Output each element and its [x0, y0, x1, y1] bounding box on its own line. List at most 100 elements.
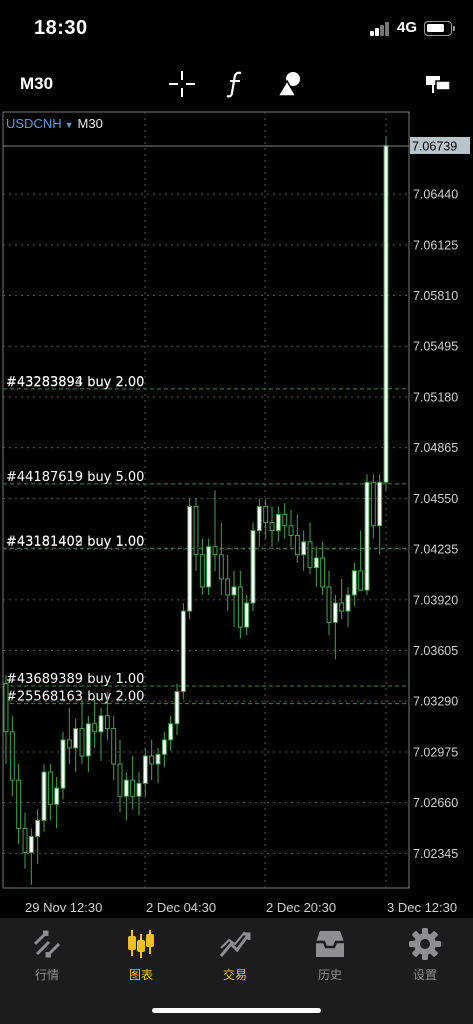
candle-bear — [199, 554, 205, 588]
candle-bear — [307, 541, 313, 569]
trade-trend-icon — [219, 931, 251, 957]
price-axis-label: 7.05180 — [413, 390, 458, 404]
time-axis-label: 2 Dec 20:30 — [266, 900, 336, 915]
tab-trade-label: 交易 — [222, 968, 247, 982]
order-label: #43283894 buy 2.00 — [6, 375, 144, 390]
candle-bull — [136, 782, 142, 797]
candle-bull — [345, 594, 351, 612]
candle-bull — [231, 586, 237, 596]
candle-bull — [60, 739, 66, 789]
price-axis-label: 7.03605 — [413, 644, 458, 658]
candle-bear — [3, 683, 9, 733]
price-axis-label: 7.06125 — [413, 238, 458, 252]
symbol-name[interactable]: USDCNH — [6, 116, 62, 131]
candle-bear — [263, 505, 269, 524]
candle-bull — [41, 771, 47, 821]
candle-bull — [250, 530, 256, 604]
candle-bull — [377, 481, 383, 527]
tab-quotes[interactable]: 行情 — [0, 926, 94, 983]
price-axis-label: 7.05495 — [413, 340, 458, 354]
chart-toolbar: M30 — [0, 62, 473, 108]
candle-bear — [294, 534, 300, 556]
time-axis-label: 2 Dec 04:30 — [146, 900, 216, 915]
time-axis-label: 3 Dec 12:30 — [387, 900, 457, 915]
chart-symbol-label: USDCNH ▼ M30 — [6, 116, 103, 131]
candle-bear — [237, 586, 243, 628]
tab-settings[interactable]: 设置 — [378, 926, 472, 983]
price-axis-label: 7.03920 — [413, 593, 458, 607]
candle-bull — [351, 570, 357, 596]
candle-bear — [92, 723, 98, 733]
crosshair-icon[interactable] — [166, 68, 198, 100]
network-type: 4G — [397, 19, 418, 36]
candle-bear — [339, 602, 345, 612]
candle-bull — [187, 505, 193, 612]
tab-settings-label: 设置 — [412, 968, 437, 982]
current-price-label: 7.06739 — [412, 139, 457, 153]
order-label: #43689389 buy 1.00 — [6, 672, 144, 687]
candle-bear — [9, 731, 15, 781]
inbox-icon — [316, 931, 344, 957]
candle-bull — [332, 602, 338, 623]
tab-history[interactable]: 历史 — [283, 926, 377, 983]
candle-bull — [168, 723, 174, 741]
order-label-overlay: #43181409 buy 1.00 — [6, 535, 144, 550]
window-icon[interactable] — [422, 68, 454, 100]
chart-frame — [2, 111, 410, 889]
candle-bear — [22, 827, 28, 854]
function-icon[interactable] — [220, 68, 252, 100]
candlestick-icon — [128, 930, 154, 958]
candle-bull — [85, 723, 91, 757]
price-axis-label: 7.05810 — [413, 289, 458, 303]
tab-trade[interactable]: 交易 — [188, 926, 282, 983]
candle-bull — [155, 753, 161, 765]
candle-bull — [180, 610, 186, 693]
objects-icon[interactable] — [274, 68, 306, 100]
price-axis-label: 7.02975 — [413, 745, 458, 759]
tab-history-label: 历史 — [317, 968, 342, 982]
candle-bull — [142, 755, 148, 784]
battery-icon — [424, 21, 455, 36]
status-bar: 18:30 4G — [0, 0, 473, 60]
candle-bull — [301, 541, 307, 556]
candle-bear — [225, 578, 231, 596]
candle-bear — [47, 771, 53, 805]
candle-bull — [123, 779, 129, 797]
candle-bear — [149, 755, 155, 765]
price-axis-label: 7.06440 — [413, 188, 458, 202]
price-chart[interactable]: 7.06440 7.06125 7.05810 7.05495 7.05180 7.048… — [0, 110, 473, 918]
candle-bear — [66, 739, 72, 749]
symbol-dropdown-icon[interactable]: ▼ — [64, 120, 74, 130]
order-label: #44187619 buy 5.00 — [6, 470, 144, 485]
chart-canvas[interactable]: 7.06440 7.06125 7.05810 7.05495 7.05180 7.048… — [0, 110, 473, 918]
status-time: 18:30 — [34, 17, 88, 39]
candle-bear — [79, 728, 85, 757]
candle-bull — [275, 513, 281, 532]
candle-bull — [313, 557, 319, 569]
bottom-tab-bar: 行情 图表 交易 历史 — [0, 918, 473, 1024]
candle-bear — [326, 586, 332, 623]
candle-bear — [218, 554, 224, 580]
order-label: #25568163 buy 2.00 — [6, 690, 144, 705]
timeframe-button[interactable]: M30 — [20, 74, 54, 93]
price-axis-label: 7.04550 — [413, 492, 458, 506]
candle-bull — [28, 835, 34, 854]
tab-chart[interactable]: 图表 — [94, 926, 188, 983]
candle-bull — [98, 715, 104, 733]
candle-bear — [282, 513, 288, 527]
price-axis-label: 7.02345 — [413, 847, 458, 861]
candle-bear — [111, 728, 117, 765]
candle-bull — [174, 691, 180, 725]
candle-bull — [54, 787, 60, 805]
signal-icon — [370, 22, 390, 36]
candle-bear — [104, 715, 110, 730]
home-indicator — [152, 1008, 321, 1013]
candle-bull — [35, 819, 41, 837]
price-axis-label: 7.03290 — [413, 695, 458, 709]
candle-bear — [117, 763, 123, 797]
gear-icon — [409, 928, 441, 960]
candle-bull — [73, 728, 79, 749]
candle-bear — [269, 522, 275, 532]
candle-bear — [358, 570, 364, 591]
candle-bear — [16, 779, 22, 829]
